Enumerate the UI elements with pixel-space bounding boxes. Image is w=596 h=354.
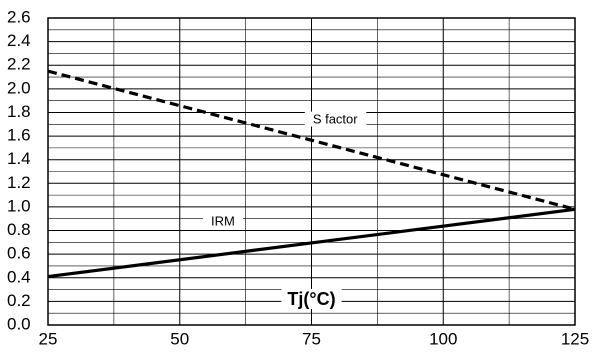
series-label-s-factor-bg xyxy=(304,111,367,127)
y-tick-label: 1.6 xyxy=(7,126,31,145)
series-label-s-factor: S factor xyxy=(313,112,358,127)
label-layer: S factor IRM Tj(°C) xyxy=(203,111,367,309)
y-tick-label: 2.0 xyxy=(7,78,31,97)
y-tick-label: 0.8 xyxy=(7,220,31,239)
y-tick-label: 0.6 xyxy=(7,244,31,263)
x-axis-label: Tj(°C) xyxy=(287,289,335,309)
y-tick-label: 1.4 xyxy=(7,149,31,168)
plot-frame xyxy=(47,17,576,326)
y-tick-label: 1.2 xyxy=(7,173,31,192)
series-label-irm: IRM xyxy=(211,214,235,229)
y-tick-label: 0.0 xyxy=(7,314,31,333)
y-tick-label: 0.4 xyxy=(7,267,31,286)
x-tick-label: 100 xyxy=(429,329,457,348)
grid-major xyxy=(48,18,575,325)
y-tick-label: 1.0 xyxy=(7,196,31,215)
x-axis-label-bg xyxy=(281,288,342,309)
x-tick-label: 75 xyxy=(302,329,321,348)
y-tick-label: 2.6 xyxy=(7,7,31,26)
series-label-irm-bg xyxy=(203,213,243,229)
x-tick-label: 50 xyxy=(170,329,189,348)
y-tick-label: 2.2 xyxy=(7,55,31,74)
y-tick-labels: 0.0 0.2 0.4 0.6 0.8 1.0 1.2 1.4 1.6 1.8 2.0 2.2 2.4 2… xyxy=(7,7,31,333)
x-tick-labels: 25 50 75 100 125 xyxy=(39,329,590,348)
y-tick-label: 1.8 xyxy=(7,102,31,121)
x-tick-label: 25 xyxy=(39,329,58,348)
series-line-0 xyxy=(47,69,576,211)
series-line-1 xyxy=(47,207,576,279)
series-layer xyxy=(47,69,576,279)
y-tick-label: 0.2 xyxy=(7,291,31,310)
x-tick-label: 125 xyxy=(561,329,589,348)
y-tick-label: 2.4 xyxy=(7,31,31,50)
